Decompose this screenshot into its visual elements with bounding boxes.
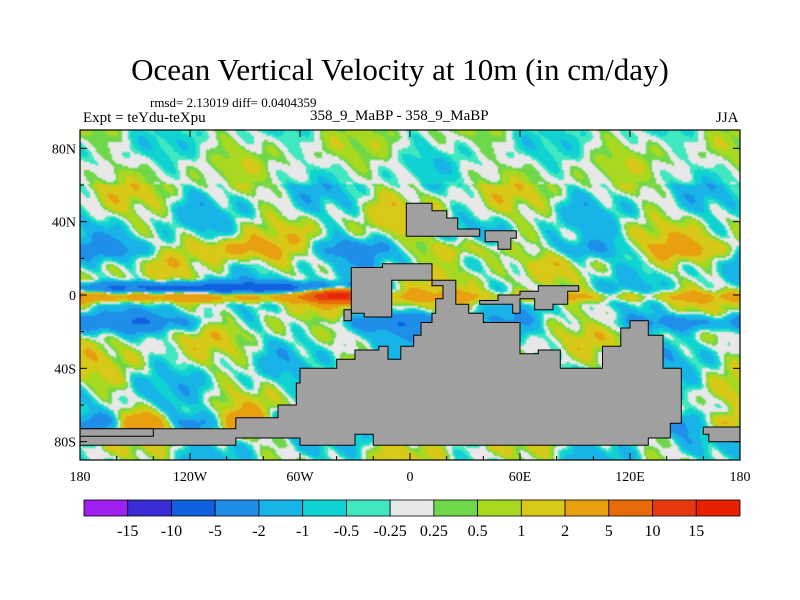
x-tick-label-5: 120E	[615, 470, 645, 485]
y-tick-label-2: 0	[69, 289, 76, 304]
land-main-continent	[79, 263, 682, 446]
colorbar-label-8: 0.5	[468, 523, 488, 540]
x-tick-label-6: 180	[730, 470, 751, 485]
colorbar-label-4: -1	[296, 523, 309, 540]
colorbar-swatch-12	[608, 499, 653, 517]
colorbar-label-5: -0.5	[334, 523, 359, 540]
colorbar-swatch-7	[389, 499, 435, 517]
chart-title: Ocean Vertical Velocity at 10m (in cm/da…	[131, 52, 669, 87]
experiment-label: Expt = teYdu-teXpu	[83, 110, 206, 126]
colorbar-swatch-1	[127, 499, 172, 517]
land-northeast-island	[484, 230, 517, 250]
colorbar-label-10: 2	[561, 523, 569, 540]
land-south-coast-strip	[79, 428, 154, 437]
season-label: JJA	[716, 110, 739, 126]
colorbar-label-2: -5	[209, 523, 222, 540]
x-tick-label-3: 0	[407, 470, 414, 485]
x-tick-label-0: 180	[70, 470, 91, 485]
colorbar-label-1: -10	[161, 523, 182, 540]
colorbar-swatch-10	[520, 499, 566, 517]
colorbar-label-7: 0.25	[420, 523, 448, 540]
land-southeast-island	[702, 426, 741, 443]
y-tick-label-1: 40N	[52, 216, 76, 231]
colorbar-swatch-5	[302, 499, 347, 517]
x-tick-label-2: 60W	[286, 470, 314, 485]
rmsd-diff-stats: rmsd= 2.13019 diff= 0.0404359	[150, 95, 317, 110]
colorbar-label-9: 1	[517, 523, 525, 540]
colorbar-swatch-14	[695, 499, 741, 517]
land-east-peninsula	[479, 285, 580, 314]
colorbar-label-11: 5	[605, 523, 613, 540]
colorbar-swatch-8	[433, 499, 479, 517]
colorbar-swatch-0	[83, 499, 129, 517]
colorbar-label-12: 10	[645, 523, 661, 540]
colorbar-label-6: -0.25	[373, 523, 406, 540]
x-tick-label-1: 120W	[173, 470, 208, 485]
colorbar-swatch-3	[214, 499, 260, 517]
colorbar-label-3: -2	[252, 523, 265, 540]
colorbar-swatch-9	[477, 499, 522, 517]
land-northern-block	[405, 202, 481, 237]
colorbar-swatch-4	[258, 499, 304, 517]
x-tick-label-4: 60E	[509, 470, 532, 485]
colorbar-swatch-6	[345, 499, 391, 517]
colorbar-swatch-11	[564, 499, 610, 517]
colorbar-swatch-2	[171, 499, 216, 517]
run-ids-label: 358_9_MaBP - 358_9_MaBP	[310, 108, 489, 124]
y-tick-label-4: 80S	[54, 436, 76, 451]
y-tick-label-0: 80N	[52, 142, 76, 157]
colorbar-swatch-13	[652, 499, 697, 517]
colorbar-label-0: -15	[117, 523, 138, 540]
colorbar-label-13: 15	[688, 523, 704, 540]
y-tick-label-3: 40S	[54, 362, 76, 377]
land-small-island	[343, 309, 352, 322]
